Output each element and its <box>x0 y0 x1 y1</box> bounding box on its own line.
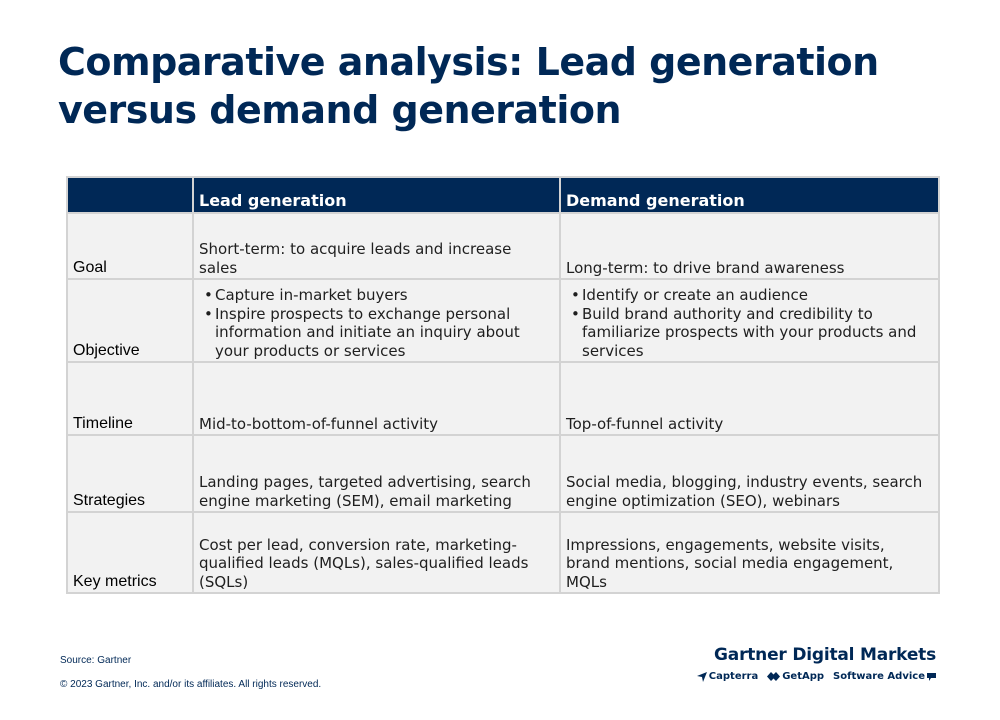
title-line-2: versus demand generation <box>58 88 622 132</box>
list-item: Identify or create an audience <box>566 286 933 305</box>
list-item: Build brand authority and credibility to… <box>566 305 933 361</box>
table-row: Timeline Mid-to-bottom-of-funnel activit… <box>66 361 940 436</box>
table-row: Key metrics Cost per lead, conversion ra… <box>66 511 940 594</box>
brand-name: Gartner Digital Markets <box>714 645 936 665</box>
table-row: Objective Capture in-market buyers Inspi… <box>66 278 940 363</box>
row-label-key-metrics: Key metrics <box>66 511 194 594</box>
getapp-logo: GetApp <box>767 671 824 682</box>
software-advice-label: Software Advice <box>833 671 925 682</box>
cell-goal-lead: Short-term: to acquire leads and increas… <box>192 212 561 280</box>
copyright-note: © 2023 Gartner, Inc. and/or its affiliat… <box>60 679 322 690</box>
brand-block: Gartner Digital Markets Capterra GetApp … <box>696 645 936 682</box>
title-line-1: Comparative analysis: Lead generation <box>58 40 879 84</box>
cell-objective-demand: Identify or create an audience Build bra… <box>559 278 940 363</box>
software-advice-logo: Software Advice <box>833 671 936 682</box>
cell-metrics-demand: Impressions, engagements, website visits… <box>559 511 940 594</box>
table-header-row: Lead generation Demand generation <box>66 176 940 214</box>
cell-goal-demand: Long-term: to drive brand awareness <box>559 212 940 280</box>
getapp-label: GetApp <box>782 671 825 682</box>
list-item: Inspire prospects to exchange personal i… <box>199 305 554 361</box>
page-title: Comparative analysis: Lead generation ve… <box>58 38 958 134</box>
header-demand-generation: Demand generation <box>559 176 940 214</box>
getapp-icon <box>767 672 781 681</box>
header-lead-generation: Lead generation <box>192 176 561 214</box>
list-item: Capture in-market buyers <box>199 286 554 305</box>
objective-lead-list: Capture in-market buyers Inspire prospec… <box>199 286 554 360</box>
comparison-table: Lead generation Demand generation Goal S… <box>66 176 940 594</box>
brand-logos: Capterra GetApp Software Advice <box>696 671 936 682</box>
software-advice-bubble-icon <box>927 672 936 681</box>
row-label-goal: Goal <box>66 212 194 280</box>
cell-strategies-lead: Landing pages, targeted advertising, sea… <box>192 434 561 513</box>
row-label-timeline: Timeline <box>66 361 194 436</box>
capterra-label: Capterra <box>708 671 759 682</box>
cell-timeline-lead: Mid-to-bottom-of-funnel activity <box>192 361 561 436</box>
capterra-arrow-icon <box>696 671 707 682</box>
header-empty <box>66 176 194 214</box>
table-row: Goal Short-term: to acquire leads and in… <box>66 212 940 280</box>
cell-timeline-demand: Top-of-funnel activity <box>559 361 940 436</box>
source-note: Source: Gartner <box>60 655 132 666</box>
cell-metrics-lead: Cost per lead, conversion rate, marketin… <box>192 511 561 594</box>
objective-demand-list: Identify or create an audience Build bra… <box>566 286 933 360</box>
row-label-strategies: Strategies <box>66 434 194 513</box>
cell-strategies-demand: Social media, blogging, industry events,… <box>559 434 940 513</box>
row-label-objective: Objective <box>66 278 194 363</box>
cell-objective-lead: Capture in-market buyers Inspire prospec… <box>192 278 561 363</box>
table-row: Strategies Landing pages, targeted adver… <box>66 434 940 513</box>
capterra-logo: Capterra <box>696 671 759 682</box>
